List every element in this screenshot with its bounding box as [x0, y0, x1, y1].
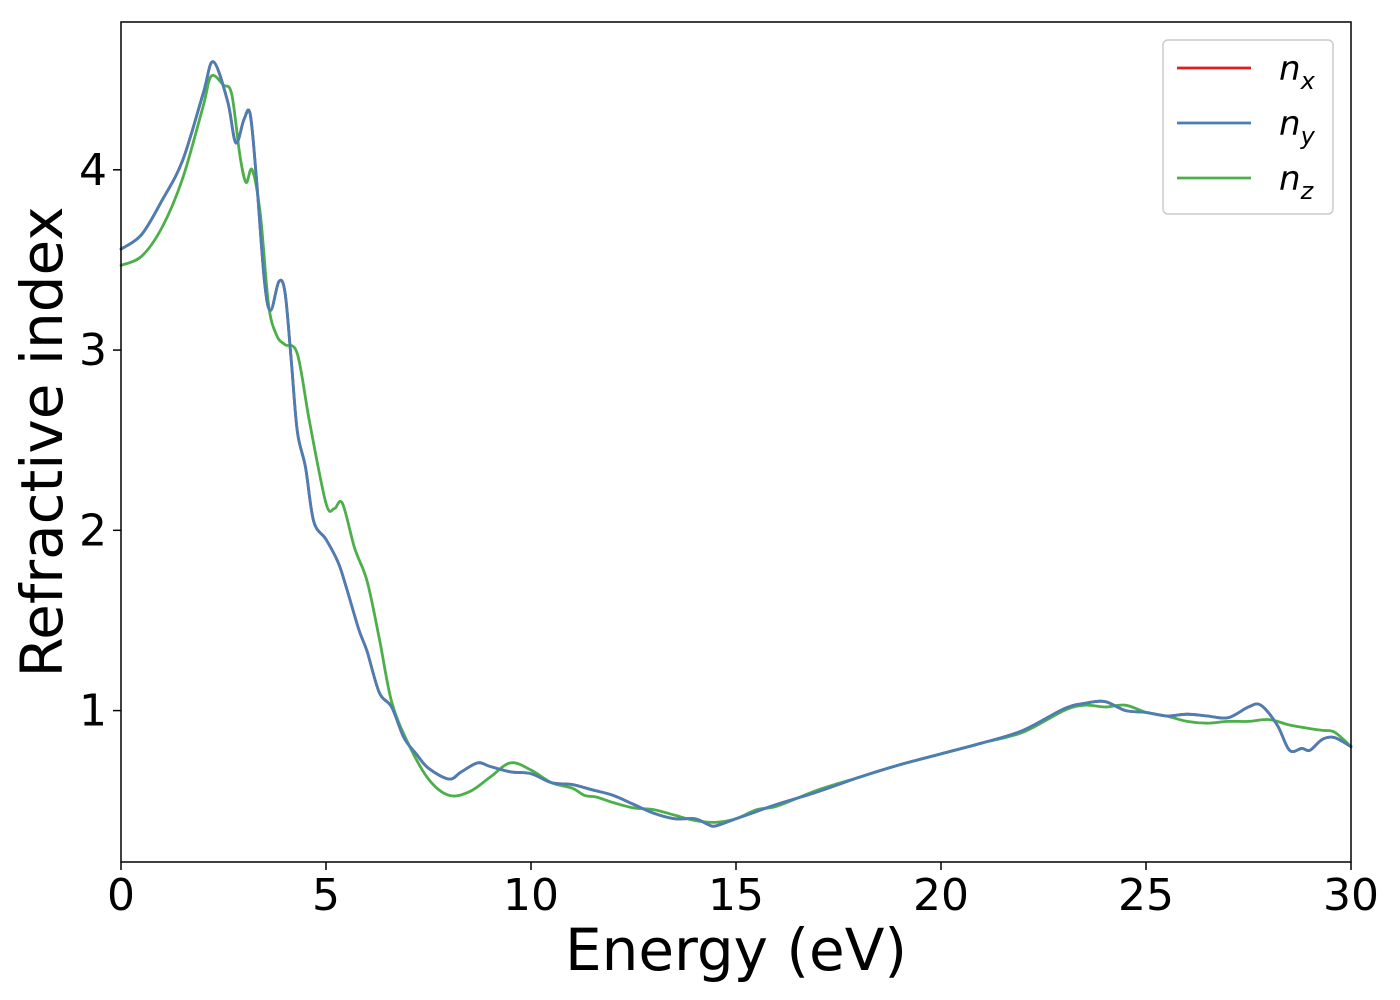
x-axis-title: Energy (eV) [565, 916, 907, 984]
y-axis-ticks: 1 2 3 4 [79, 145, 121, 737]
series-lines [119, 60, 1353, 828]
legend: nx ny nz [1162, 39, 1334, 215]
x-tick-label: 25 [1118, 870, 1174, 921]
legend-box [1162, 39, 1334, 215]
x-axis-ticks: 0 5 10 15 20 25 30 [107, 862, 1379, 921]
x-tick-label: 5 [312, 870, 340, 921]
legend-label-nz: nz [1279, 159, 1315, 205]
x-tick-label: 10 [503, 870, 559, 921]
x-tick-label: 0 [107, 870, 135, 921]
legend-label-nx: nx [1279, 49, 1316, 95]
y-tick-label: 4 [79, 145, 107, 196]
y-tick-label: 1 [79, 686, 107, 737]
x-tick-label: 15 [708, 870, 764, 921]
y-tick-label: 2 [79, 505, 107, 556]
legend-label-ny: ny [1279, 104, 1316, 150]
series-line-ny [119, 60, 1353, 828]
y-axis-title: Refractive index [8, 206, 76, 677]
x-tick-label: 30 [1323, 870, 1379, 921]
y-tick-label: 3 [79, 325, 107, 376]
x-tick-label: 20 [913, 870, 969, 921]
